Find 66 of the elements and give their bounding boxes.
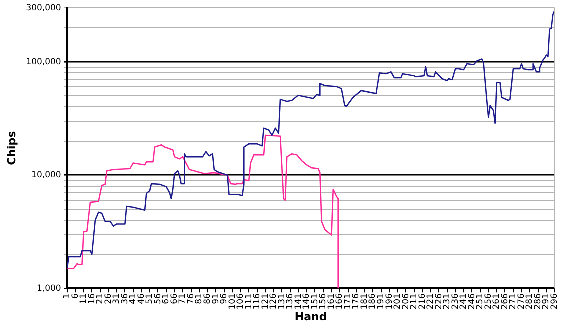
x-tick-label: 281 [525,294,536,310]
x-tick-label: 286 [533,294,544,310]
x-tick-label: 91 [211,294,222,304]
x-tick-label: 176 [352,294,362,310]
x-tick-label: 296 [550,294,560,310]
x-tick-label: 1 [62,294,73,299]
x-tick-label: 256 [484,294,494,310]
x-tick-label: 16 [87,294,98,304]
x-tick-label: 61 [162,294,172,304]
x-tick-label: 21 [96,294,106,304]
x-tick-label: 11 [79,294,90,304]
x-tick-label: 46 [136,294,147,304]
x-tick-label: 251 [476,294,486,310]
x-tick-label: 171 [343,294,354,310]
x-tick-label: 136 [286,294,296,310]
x-tick-label: 96 [220,294,230,304]
x-tick-label: 241 [459,294,470,310]
x-tick-label: 186 [368,294,378,310]
y-axis-title: Chips [5,130,18,166]
x-tick-label: 126 [269,294,280,310]
x-tick-label: 276 [516,294,527,310]
x-tick-label: 266 [500,294,510,310]
x-tick-label: 101 [228,294,238,310]
y-tick-label: 300,000 [26,3,62,14]
x-tick-label: 166 [335,294,346,310]
x-tick-label: 151 [310,294,320,310]
x-tick-label: 221 [426,294,436,310]
x-tick-label: 181 [360,294,370,310]
x-tick-label: 206 [401,294,412,310]
x-axis-title: Hand [294,310,328,324]
x-tick-label: 271 [508,294,519,310]
x-tick-label: 226 [434,294,444,310]
x-tick-label: 231 [442,294,453,310]
x-tick-label: 6 [70,294,81,299]
x-tick-label: 26 [104,294,114,304]
x-tick-label: 211 [410,294,420,310]
x-tick-label: 261 [492,294,502,310]
x-tick-label: 31 [112,294,122,304]
x-tick-label: 146 [302,294,312,310]
x-tick-label: 131 [277,294,288,310]
x-tick-label: 161 [326,294,337,310]
y-tick-label: 100,000 [26,57,62,68]
x-tick-label: 196 [384,294,395,310]
x-tick-label: 81 [194,294,205,304]
x-tick-label: 86 [203,294,214,304]
y-tick-label: 10,000 [32,170,62,181]
x-tick-label: 36 [120,294,130,304]
x-tick-label: 156 [318,294,329,310]
x-tick-label: 191 [376,294,387,310]
x-tick-label: 116 [252,294,263,310]
x-tick-label: 66 [170,294,180,304]
x-tick-label: 111 [244,294,254,310]
x-tick-label: 201 [393,294,404,310]
x-tick-label: 121 [260,294,271,310]
y-tick-label: 1,000 [37,284,62,294]
x-tick-label: 76 [186,294,196,304]
x-tick-label: 246 [467,294,478,310]
x-tick-label: 291 [542,294,552,310]
x-tick-label: 71 [178,294,188,304]
x-tick-label: 51 [145,294,156,304]
x-tick-label: 41 [128,294,139,304]
x-tick-label: 141 [294,294,304,310]
x-tick-label: 106 [236,294,246,310]
x-tick-label: 236 [450,294,461,310]
x-tick-label: 216 [418,294,428,310]
x-tick-label: 56 [153,294,164,304]
